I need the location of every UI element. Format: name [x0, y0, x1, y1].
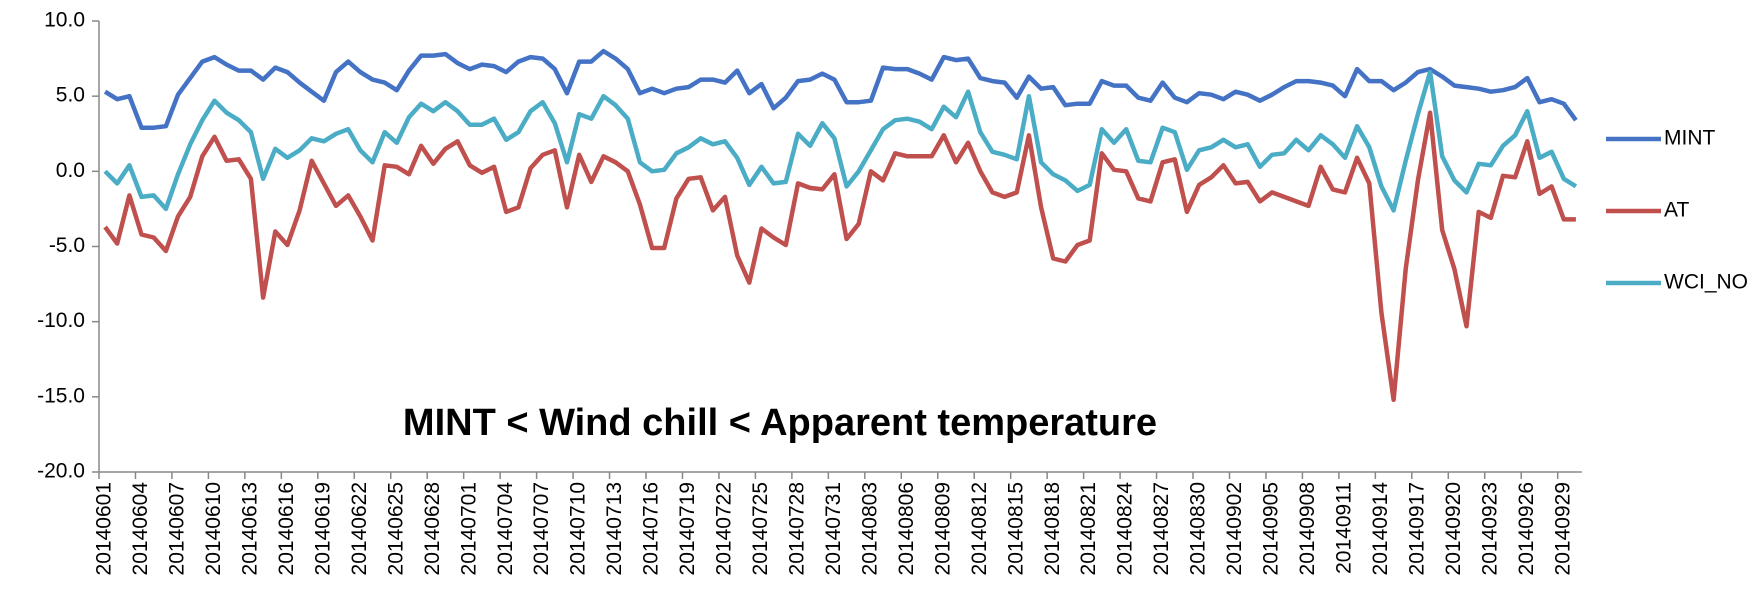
- x-tick-label: 20140818: [1041, 482, 1064, 575]
- x-tick-label: 20140704: [494, 482, 517, 576]
- x-tick-label: 20140914: [1369, 482, 1392, 576]
- x-tick-label: 20140905: [1260, 482, 1283, 575]
- x-tick-label: 20140610: [202, 482, 225, 575]
- x-tick-label: 20140607: [166, 482, 189, 575]
- x-tick-label: 20140722: [713, 482, 736, 575]
- y-tick-label: 10.0: [44, 9, 85, 32]
- y-tick-label: -20.0: [37, 460, 85, 483]
- x-tick-label: 20140908: [1296, 482, 1319, 575]
- series-line: [103, 69, 1578, 213]
- y-tick-label: -5.0: [49, 234, 85, 257]
- x-tick-label: 20140923: [1478, 482, 1501, 575]
- y-tick-label: 5.0: [56, 84, 85, 107]
- x-tick-label: 20140917: [1405, 482, 1428, 575]
- x-tick-label: 20140815: [1004, 482, 1027, 575]
- x-tick-label: 20140716: [640, 482, 663, 575]
- x-tick-label: 20140827: [1150, 482, 1173, 575]
- x-tick-label: 20140806: [895, 482, 918, 575]
- legend-label: WCI_NO: [1664, 271, 1748, 294]
- x-tick-label: 20140728: [786, 482, 809, 575]
- x-tick-label: 20140920: [1442, 482, 1465, 575]
- x-tick-label: 20140809: [931, 482, 954, 575]
- x-tick-label: 20140812: [968, 482, 991, 575]
- x-tick-label: 20140830: [1187, 482, 1210, 575]
- y-tick-label: 0.0: [56, 159, 85, 182]
- y-tick-label: -10.0: [37, 309, 85, 332]
- x-tick-label: 20140902: [1223, 482, 1246, 575]
- x-tick-label: 20140616: [275, 482, 298, 575]
- legend-label: MINT: [1664, 127, 1715, 150]
- x-tick-label: 20140701: [457, 482, 480, 575]
- x-tick-label: 20140929: [1551, 482, 1574, 575]
- x-tick-label: 20140719: [676, 482, 699, 575]
- x-tick-label: 20140803: [858, 482, 881, 575]
- x-tick-label: 20140824: [1114, 482, 1137, 576]
- x-tick-label: 20140622: [348, 482, 371, 575]
- y-tick-label: -15.0: [37, 384, 85, 407]
- x-tick-label: 20140707: [530, 482, 553, 575]
- x-tick-label: 20140911: [1333, 482, 1356, 574]
- x-tick-label: 20140613: [238, 482, 261, 575]
- legend-label: AT: [1664, 199, 1689, 222]
- x-tick-label: 20140926: [1515, 482, 1538, 575]
- x-tick-label: 20140601: [93, 482, 116, 575]
- annotation: MINT < Wind chill < Apparent temperature: [403, 402, 1157, 444]
- x-tick-label: 20140628: [421, 482, 444, 575]
- x-tick-label: 20140725: [749, 482, 772, 575]
- x-tick-label: 20140710: [567, 482, 590, 575]
- series-line: [103, 48, 1578, 130]
- x-tick-label: 20140625: [384, 482, 407, 575]
- series-line: [103, 110, 1576, 403]
- x-tick-label: 20140731: [822, 482, 845, 575]
- x-tick-label: 20140713: [603, 482, 626, 575]
- x-tick-label: 20140619: [311, 482, 334, 575]
- x-tick-label: 20140604: [129, 482, 152, 576]
- x-tick-label: 20140821: [1077, 482, 1100, 575]
